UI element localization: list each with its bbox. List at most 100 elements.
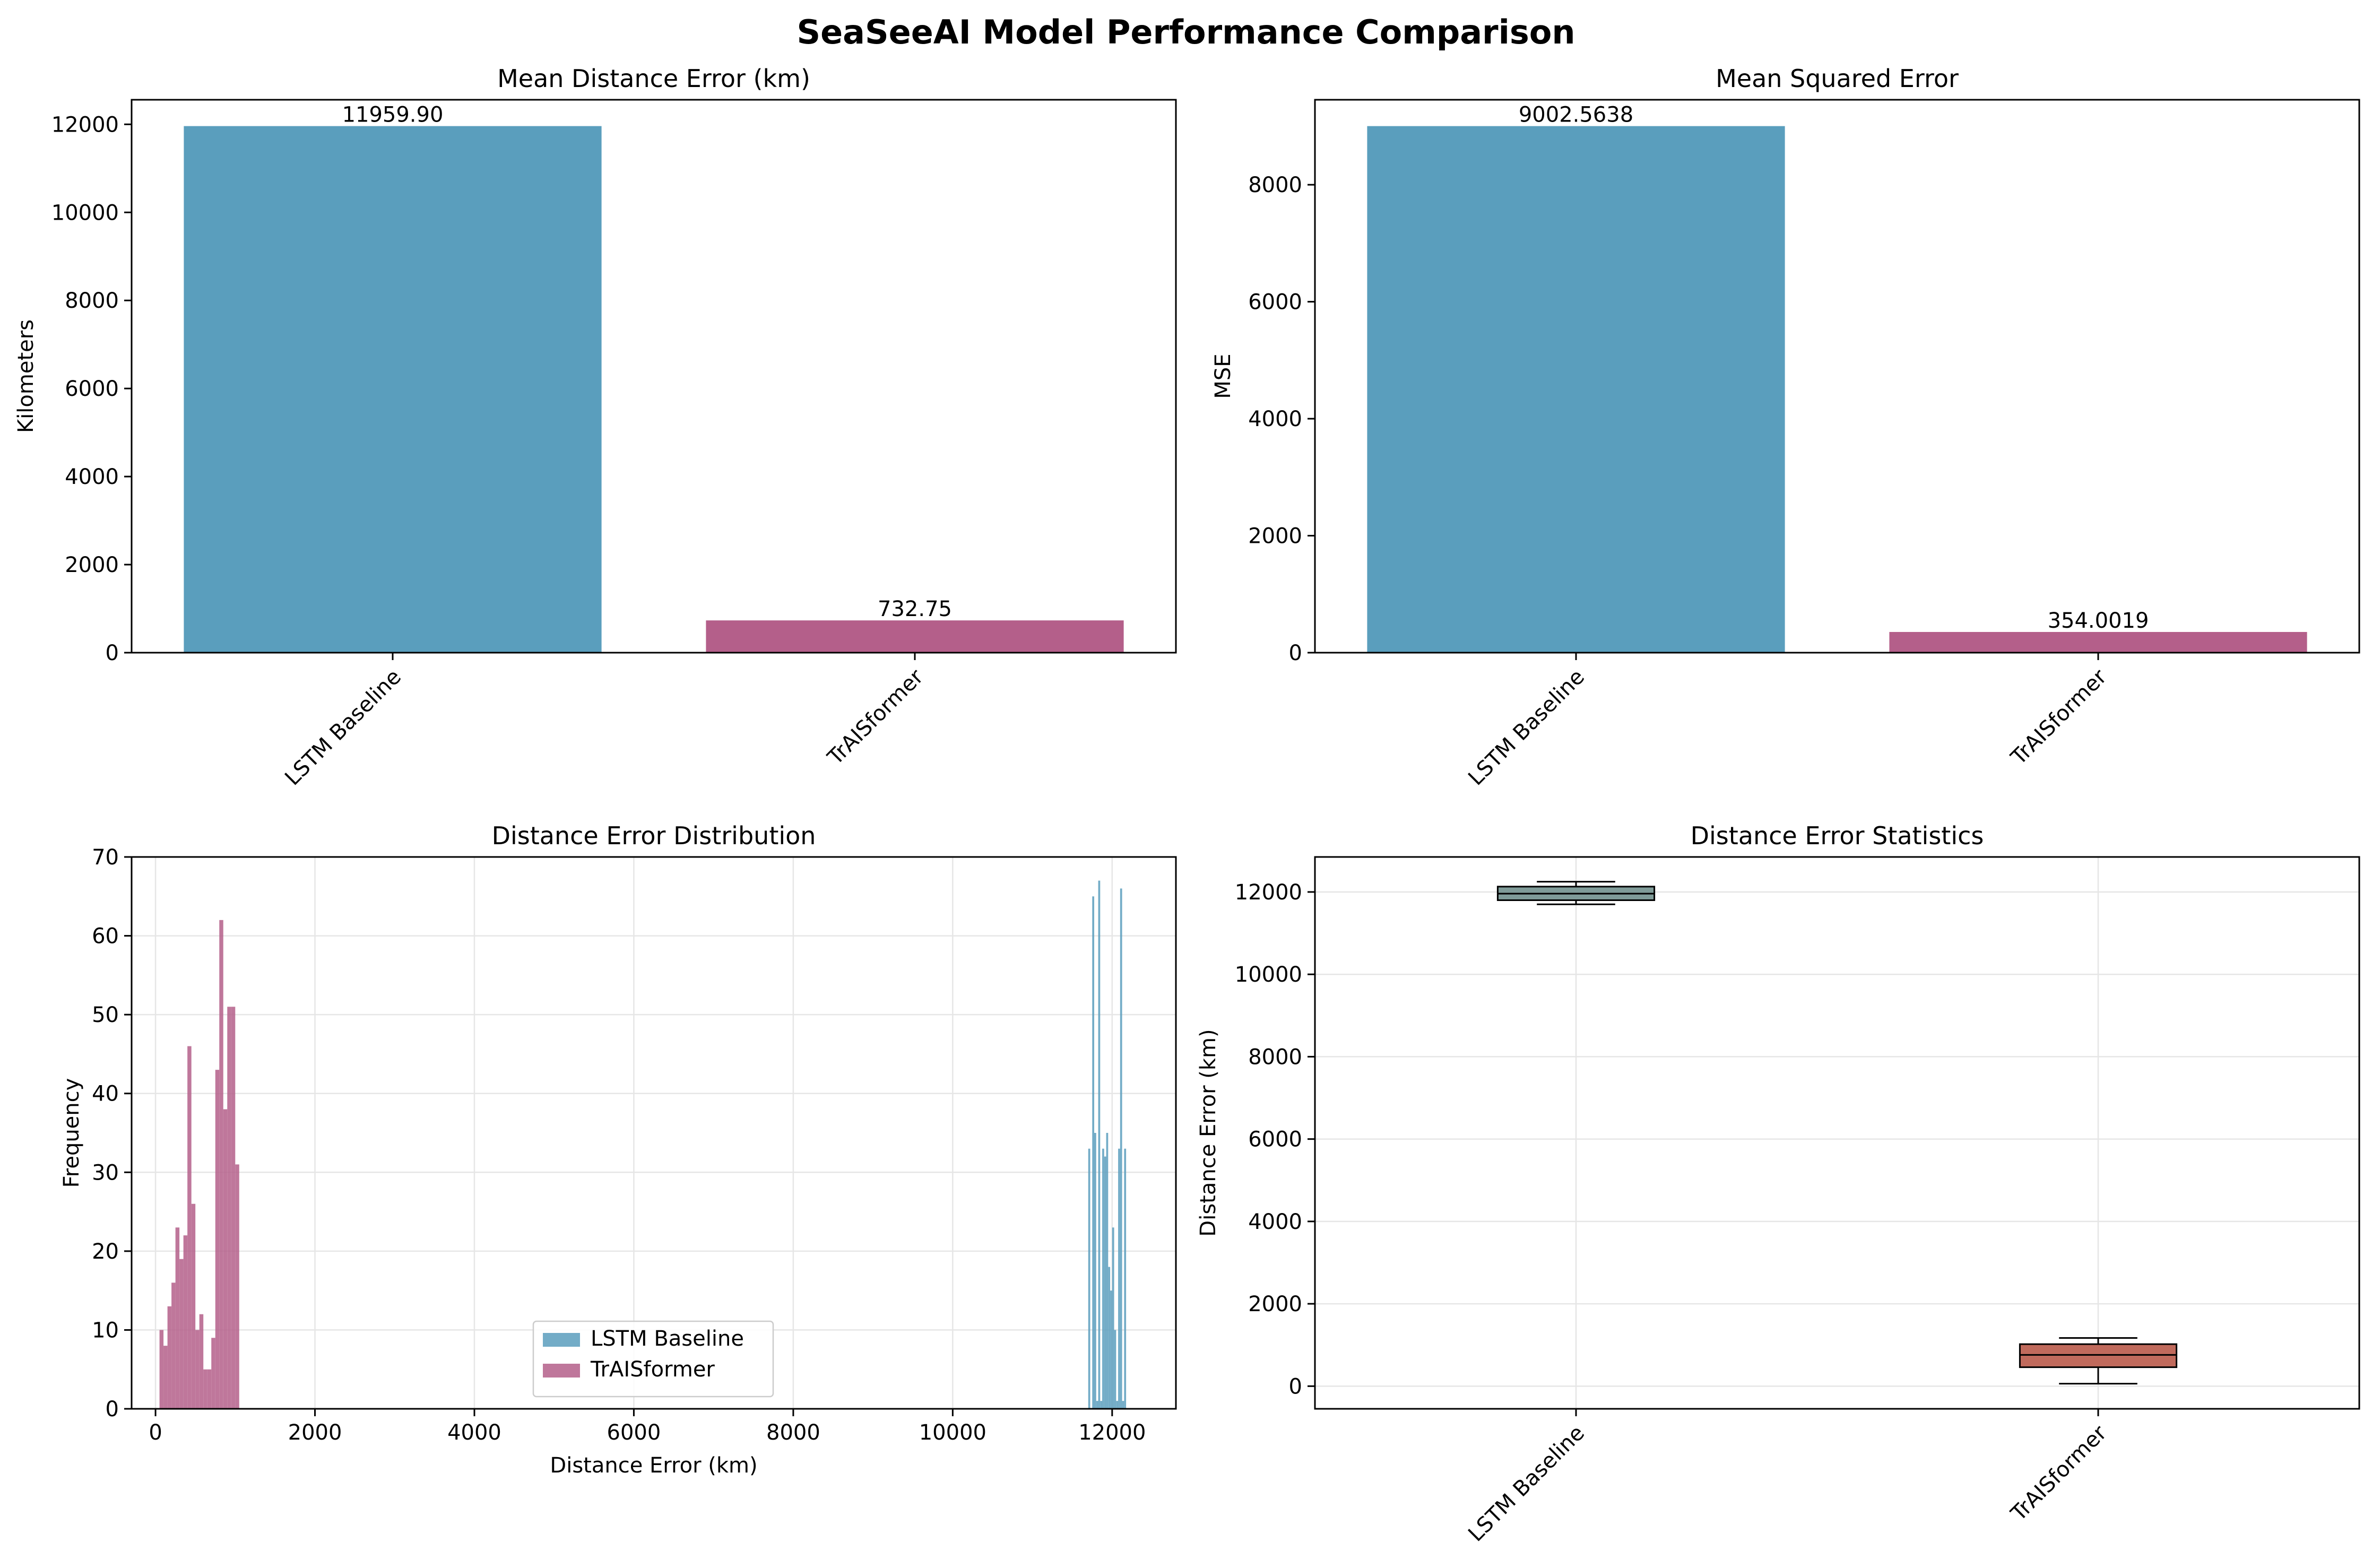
- hist-bar-1: [167, 1306, 172, 1409]
- y-tick-label: 0: [106, 641, 119, 665]
- bar-value-label: 11959.90: [342, 103, 444, 127]
- y-tick-label: 0: [1289, 1374, 1302, 1399]
- legend-label: TrAISformer: [590, 1357, 715, 1382]
- y-axis-label: Kilometers: [14, 319, 38, 433]
- box-body: [2019, 1343, 2178, 1368]
- y-tick-label: 2000: [65, 553, 119, 577]
- hist-bar-1: [191, 1203, 196, 1409]
- x-tick-label: LSTM Baseline: [280, 665, 406, 791]
- y-tick-label: 0: [106, 1397, 119, 1422]
- panel-title: Mean Distance Error (km): [497, 64, 810, 93]
- hist-bar-1: [219, 920, 223, 1409]
- hist-bar-1: [211, 1338, 215, 1409]
- figure-title: SeaSeeAI Model Performance Comparison: [797, 13, 1575, 51]
- hist-bar-0: [1120, 888, 1122, 1409]
- hist-bar-0: [1110, 1290, 1112, 1409]
- x-tick-label: LSTM Baseline: [1464, 1421, 1589, 1547]
- y-tick-label: 4000: [1248, 1210, 1302, 1234]
- legend-swatch-0: [543, 1333, 580, 1347]
- hist-bar-0: [1122, 1401, 1124, 1409]
- hist-bar-1: [175, 1227, 180, 1409]
- bar-value-label: 732.75: [878, 597, 952, 621]
- hist-bar-1: [203, 1369, 207, 1409]
- y-axis-label: Frequency: [59, 1078, 84, 1188]
- hist-bar-0: [1118, 1148, 1120, 1409]
- x-tick-label: 6000: [607, 1420, 661, 1445]
- y-axis-label: MSE: [1211, 353, 1235, 399]
- y-tick-label: 12000: [1235, 880, 1302, 905]
- axes-frame: [1314, 99, 2360, 654]
- x-axis-label: Distance Error (km): [550, 1453, 757, 1478]
- x-tick-label: 4000: [447, 1420, 501, 1445]
- hist-bar-1: [235, 1164, 239, 1409]
- y-tick-label: 12000: [51, 112, 119, 137]
- bar-0: [184, 126, 602, 653]
- hist-bar-1: [179, 1259, 184, 1409]
- chart-panel-2: 9002.5638 354.0019 0 2000 4000 6000 8000 LSTM B…: [1211, 64, 2360, 791]
- hist-bar-0: [1092, 896, 1095, 1409]
- y-tick-label: 10000: [1235, 963, 1302, 987]
- hist-bar-1: [183, 1235, 188, 1409]
- legend: [532, 1320, 774, 1398]
- y-tick-label: 6000: [65, 377, 119, 401]
- y-tick-label: 30: [92, 1160, 119, 1185]
- hist-bar-0: [1102, 1148, 1104, 1409]
- chart-panel-3: LSTM Baseline TrAISformer 0 10 20 30 40 50 60 70 0…: [59, 821, 1177, 1478]
- hist-bar-0: [1100, 1401, 1103, 1409]
- hist-bar-1: [199, 1314, 204, 1409]
- panel-title: Mean Squared Error: [1716, 64, 1959, 93]
- y-tick-label: 4000: [65, 465, 119, 489]
- y-tick-label: 10000: [51, 201, 119, 225]
- hist-bar-0: [1094, 1133, 1096, 1409]
- hist-bar-1: [227, 1007, 231, 1409]
- y-tick-label: 60: [92, 924, 119, 949]
- hist-bar-0: [1096, 1401, 1098, 1409]
- hist-bar-1: [159, 1330, 164, 1409]
- hist-bar-1: [207, 1369, 212, 1409]
- bar-value-label: 354.0019: [2048, 609, 2149, 633]
- axes-frame: [131, 856, 1177, 1410]
- chart-panel-1: 11959.90 732.75 0 2000 4000 6000 8000 10000 1200…: [14, 64, 1177, 791]
- y-tick-label: 8000: [65, 289, 119, 313]
- x-tick-label: 8000: [766, 1420, 820, 1445]
- y-tick-label: 40: [92, 1082, 119, 1106]
- panel-title: Distance Error Distribution: [492, 821, 816, 850]
- x-tick-label: TrAISformer: [823, 664, 928, 770]
- y-tick-label: 8000: [1248, 173, 1302, 197]
- hist-bar-1: [231, 1007, 236, 1409]
- hist-bar-0: [1088, 1148, 1090, 1409]
- box-1: [2019, 1337, 2178, 1385]
- axes-frame: [1314, 856, 2360, 1410]
- x-tick-label: 10000: [919, 1420, 986, 1445]
- hist-bar-1: [187, 1046, 192, 1409]
- hist-bar-0: [1106, 1133, 1109, 1409]
- y-tick-label: 50: [92, 1003, 119, 1027]
- y-tick-label: 8000: [1248, 1045, 1302, 1069]
- axes-frame: [131, 99, 1177, 654]
- legend-label: LSTM Baseline: [591, 1327, 744, 1351]
- x-tick-label: TrAISformer: [2006, 1420, 2111, 1526]
- hist-bar-1: [171, 1283, 176, 1409]
- x-tick-label: LSTM Baseline: [1464, 665, 1589, 791]
- x-tick-label: 0: [149, 1420, 162, 1445]
- chart-panel-4: 0 2000 4000 6000 8000 10000 12000 LSTM Baseline…: [1196, 821, 2360, 1547]
- y-tick-label: 2000: [1248, 524, 1302, 549]
- bar-value-label: 9002.5638: [1519, 103, 1633, 127]
- box-0: [1496, 881, 1656, 905]
- panel-title: Distance Error Statistics: [1691, 821, 1984, 850]
- y-tick-label: 0: [1289, 641, 1302, 665]
- hist-bar-1: [223, 1109, 228, 1409]
- x-tick-label: 12000: [1078, 1420, 1146, 1445]
- hist-bar-1: [215, 1070, 220, 1409]
- x-tick-label: TrAISformer: [2006, 664, 2111, 770]
- hist-bar-0: [1098, 880, 1101, 1409]
- legend-swatch-1: [543, 1364, 580, 1378]
- hist-bar-1: [195, 1330, 200, 1409]
- hist-bar-1: [163, 1346, 168, 1409]
- y-axis-label: Distance Error (km): [1196, 1029, 1220, 1236]
- y-tick-label: 6000: [1248, 1128, 1302, 1152]
- y-tick-label: 2000: [1248, 1292, 1302, 1316]
- hist-bar-0: [1108, 1267, 1111, 1409]
- hist-bar-0: [1116, 1401, 1119, 1409]
